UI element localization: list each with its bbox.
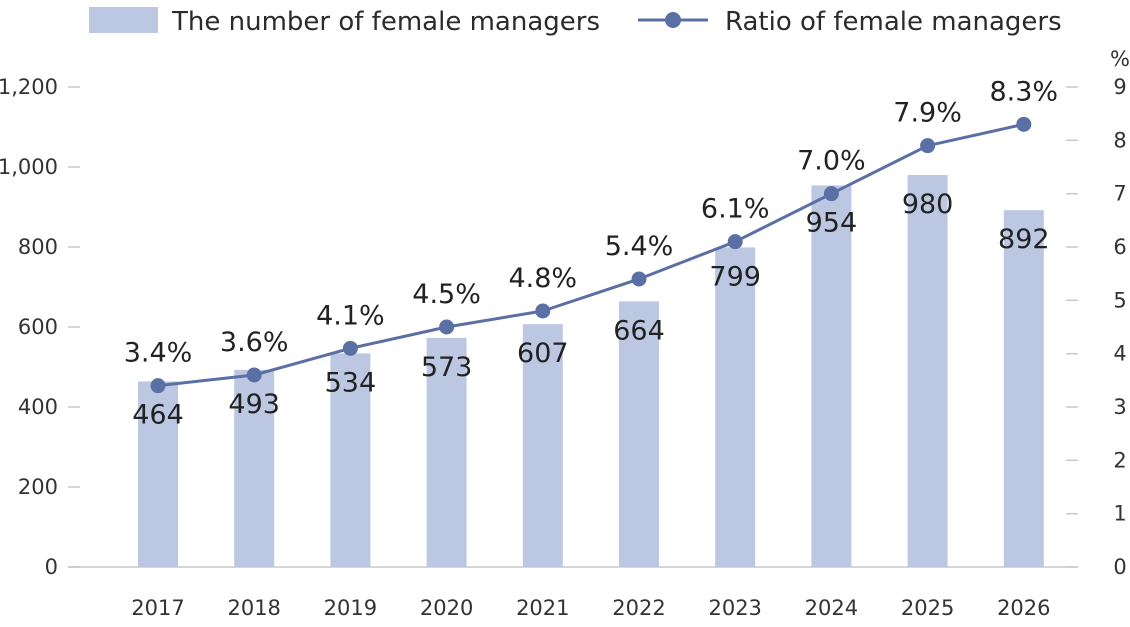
x-tick-label: 2023 <box>708 596 761 620</box>
left-tick-label: 1,000 <box>0 155 58 179</box>
ratio-value-label: 4.8% <box>508 263 577 294</box>
ratio-value-label: 6.1% <box>701 194 770 225</box>
bar <box>619 301 659 567</box>
legend-bar-label: The number of female managers <box>171 7 600 37</box>
left-tick-label: 600 <box>18 315 58 339</box>
ratio-value-label: 3.6% <box>220 327 289 358</box>
right-tick-label: 3 <box>1113 395 1126 419</box>
right-tick-label: 0 <box>1113 555 1126 579</box>
legend-line-marker <box>665 12 681 28</box>
right-tick-label: 1 <box>1113 502 1126 526</box>
ratio-value-label: 4.1% <box>316 300 385 331</box>
ratio-value-label: 4.5% <box>412 279 481 310</box>
x-tick-label: 2017 <box>131 596 184 620</box>
line-point <box>823 186 839 202</box>
x-tick-label: 2021 <box>516 596 569 620</box>
bar <box>907 175 948 567</box>
bar-value-label: 493 <box>228 389 280 420</box>
x-tick-label: 2022 <box>612 596 665 620</box>
legend: The number of female managers Ratio of f… <box>89 7 1062 37</box>
bar-value-label: 534 <box>325 367 377 398</box>
ratio-value-label: 3.4% <box>124 338 193 369</box>
ratio-polyline <box>157 122 1025 388</box>
ratio-value-label: 5.4% <box>605 231 674 262</box>
bar-value-label: 464 <box>132 400 184 431</box>
right-tick-label: 8 <box>1113 128 1126 152</box>
data-labels: 464 493 534 573 607 664 799 954 980 892 3.4% 3.6% 4.… <box>124 76 1058 430</box>
left-tick-label: 200 <box>18 475 58 499</box>
left-tick-label: 1,200 <box>0 75 58 99</box>
line-point <box>246 367 262 383</box>
bar <box>522 324 563 567</box>
legend-line-label: Ratio of female managers <box>725 7 1062 37</box>
bar <box>138 381 178 567</box>
x-tick-label: 2026 <box>997 596 1050 620</box>
right-tick-label: 2 <box>1113 448 1126 472</box>
bar-value-label: 892 <box>998 224 1050 255</box>
x-tick-label: 2018 <box>227 596 280 620</box>
x-tick-label: 2020 <box>420 596 473 620</box>
bar <box>1003 210 1044 567</box>
line-point <box>342 340 358 356</box>
bar <box>234 369 275 567</box>
line-point <box>727 234 743 250</box>
line-point <box>150 378 166 394</box>
right-tick-label: 7 <box>1113 182 1126 206</box>
left-tick-label: 800 <box>18 235 58 259</box>
ratio-line <box>150 116 1032 394</box>
line-point <box>631 271 647 287</box>
ratio-value-label: 8.3% <box>989 76 1058 107</box>
bar-value-label: 980 <box>902 189 954 220</box>
bar-value-label: 573 <box>421 352 473 383</box>
line-point <box>535 303 551 319</box>
bars <box>138 175 1044 567</box>
x-tick-label: 2024 <box>805 596 858 620</box>
right-tick-label: 9 <box>1113 75 1126 99</box>
bar-value-label: 607 <box>517 338 569 369</box>
legend-bar-swatch <box>89 7 158 33</box>
bar <box>426 337 467 567</box>
x-tick-label: 2025 <box>901 596 954 620</box>
bar-value-label: 799 <box>709 261 761 292</box>
left-tick-label: 0 <box>45 555 58 579</box>
right-axis-unit: % <box>1110 47 1130 71</box>
ratio-value-label: 7.0% <box>797 146 866 177</box>
bar-value-label: 664 <box>613 315 665 346</box>
ratio-value-label: 7.9% <box>893 98 962 129</box>
bar <box>811 185 852 567</box>
right-tick-label: 4 <box>1113 342 1126 366</box>
right-tick-label: 5 <box>1113 288 1126 312</box>
line-point <box>920 138 936 154</box>
line-point <box>1016 116 1032 132</box>
axes: 0 200 400 600 800 1,000 1,200 0 1 2 3 4 5 6 7 8 9% 2017 20… <box>0 47 1130 620</box>
line-point <box>439 319 455 335</box>
right-tick-label: 6 <box>1113 235 1126 259</box>
left-tick-label: 400 <box>18 395 58 419</box>
x-tick-label: 2019 <box>324 596 377 620</box>
bar <box>715 247 756 567</box>
bar-value-label: 954 <box>806 208 858 239</box>
bar <box>330 353 371 567</box>
